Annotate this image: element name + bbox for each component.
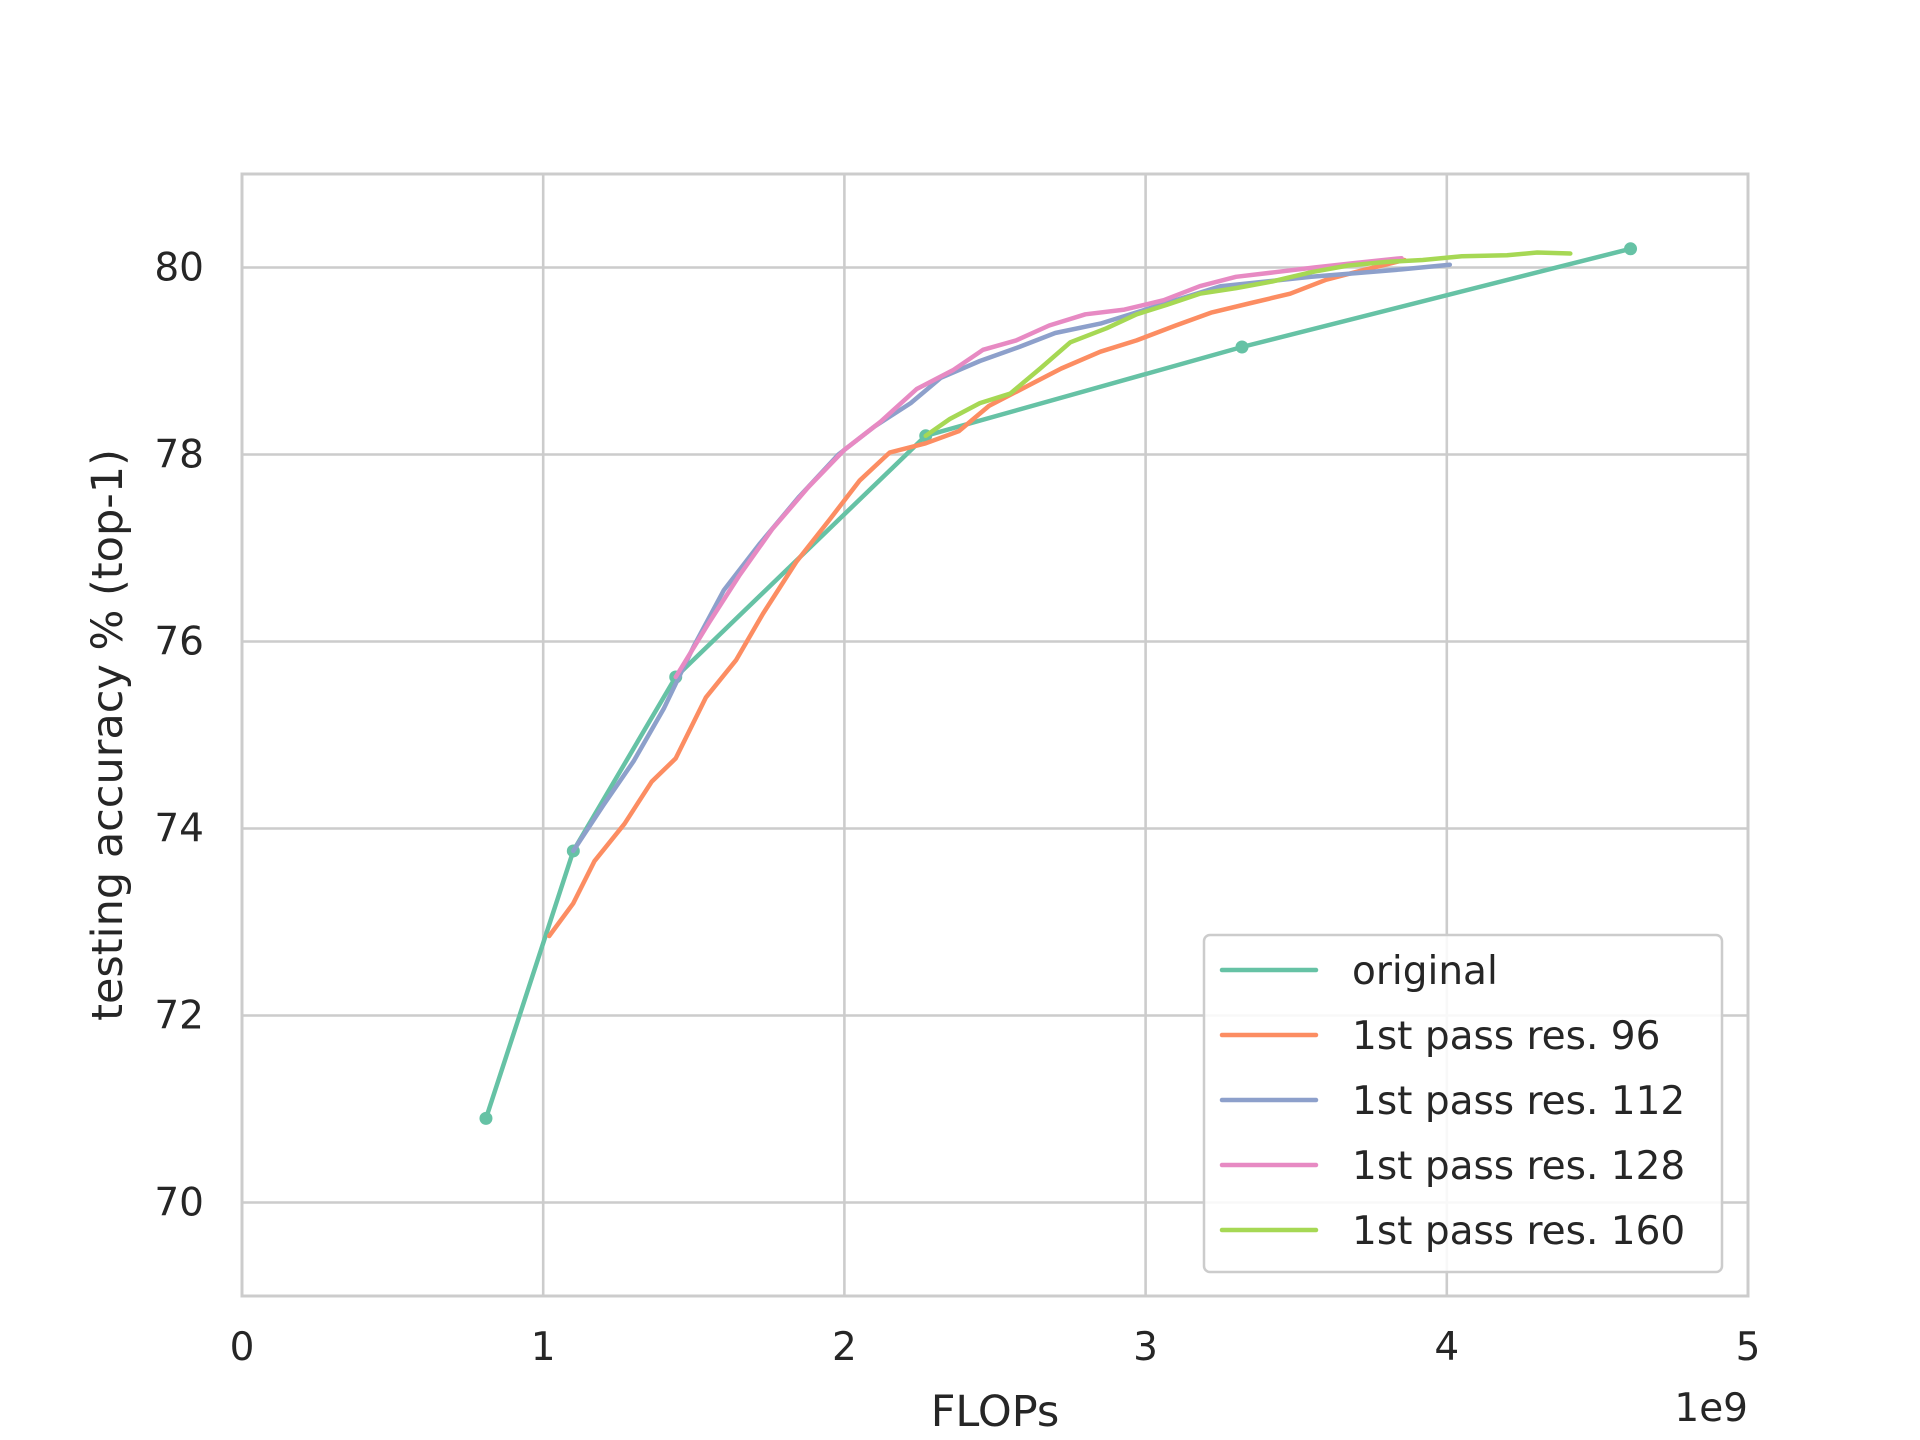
legend-label: 1st pass res. 128: [1352, 1144, 1685, 1189]
series-layer: [479, 242, 1638, 1125]
series-line: [923, 250, 1573, 439]
grid: [240, 174, 1750, 1296]
x-tick-label: 5: [1736, 1325, 1761, 1370]
legend: original 1st pass res. 96 1st pass res. 11…: [1202, 933, 1724, 1274]
legend-entry: 1st pass res. 96: [1219, 1014, 1660, 1059]
x-tick-label: 3: [1133, 1325, 1158, 1370]
x-axis-label: FLOPs: [931, 1387, 1060, 1437]
x-tick-label: 0: [230, 1325, 255, 1370]
series-line: [673, 255, 1404, 680]
y-axis-label: testing accuracy % (top-1): [83, 449, 133, 1021]
series-line: [546, 257, 1407, 939]
legend-entry: 1st pass res. 128: [1219, 1144, 1685, 1189]
x-tick-label: 4: [1434, 1325, 1459, 1370]
legend-entry: 1st pass res. 160: [1219, 1209, 1685, 1254]
legend-box: [1202, 933, 1724, 1274]
legend-label: 1st pass res. 160: [1352, 1209, 1685, 1254]
legend-label: original: [1352, 949, 1498, 994]
legend-entry: original: [1219, 949, 1498, 994]
x-tick-label: 2: [832, 1325, 857, 1370]
legend-label: 1st pass res. 96: [1352, 1014, 1660, 1059]
legend-label: 1st pass res. 112: [1352, 1079, 1685, 1124]
x-axis-offset-label: 1e9: [1674, 1386, 1748, 1431]
series-4: [923, 250, 1573, 439]
data-point: [1235, 340, 1249, 354]
x-tick-label: 1: [531, 1325, 556, 1370]
y-tick-label: 72: [154, 994, 204, 1039]
series-1: [546, 257, 1407, 939]
series-3: [673, 255, 1404, 680]
y-tick-label: 80: [154, 246, 204, 291]
y-tick-label: 78: [154, 433, 204, 478]
tick-labels: 0 1 2 3 4 5 70 72 74 76 78 80: [154, 246, 1760, 1371]
legend-entries: original 1st pass res. 96 1st pass res. 11…: [1219, 949, 1685, 1254]
legend-entry: 1st pass res. 112: [1219, 1079, 1685, 1124]
data-point: [479, 1111, 493, 1125]
y-tick-label: 70: [154, 1181, 204, 1226]
data-point: [1624, 242, 1638, 256]
y-tick-label: 76: [154, 620, 204, 665]
y-tick-label: 74: [154, 807, 204, 852]
plot-frame: [240, 172, 1750, 1298]
